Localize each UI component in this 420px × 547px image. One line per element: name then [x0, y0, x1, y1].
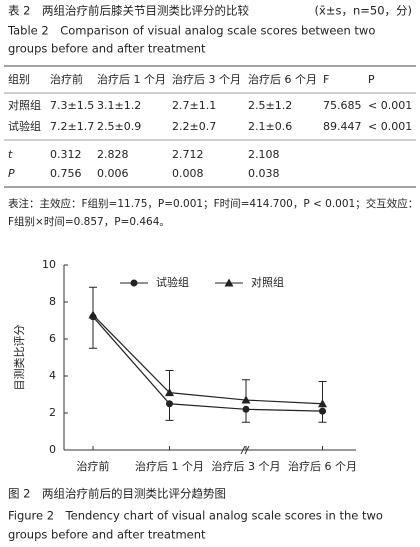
table-cell: 2.2±0.7	[172, 120, 216, 133]
point	[88, 310, 98, 319]
footnote: 表注：主效应：F组别=11.75，P=0.001；F时间=414.700，P <…	[8, 197, 418, 210]
x-tick-label: 治疗后 1 个月	[135, 459, 204, 473]
table-cell: 0.038	[248, 167, 280, 180]
line	[92, 314, 323, 405]
table-cell: t	[8, 148, 13, 161]
table-cell: 2.712	[172, 148, 204, 161]
table-cell: 0.008	[172, 167, 204, 180]
table-header: 治疗后 3 个月	[172, 72, 241, 86]
table-cell: 2.828	[97, 148, 129, 161]
figure-title: 图 2 两组治疗前后的目测类比评分趋势图	[8, 487, 226, 501]
table-cell: 2.5±1.2	[248, 99, 292, 112]
table-cell: 89.447	[323, 120, 362, 133]
y-tick-label: 4	[49, 369, 56, 382]
table-title-en: Table 2 Comparison of visual analog scal…	[7, 24, 375, 38]
table-cell: 0.006	[97, 167, 129, 180]
axis-break	[244, 445, 250, 455]
x-tick-label: 治疗后 3 个月	[212, 459, 281, 473]
point	[319, 407, 326, 415]
table-title: 表 2 两组治疗前后膝关节目测类比评分的比较	[8, 4, 249, 18]
table-title-en: groups before and after treatment	[8, 42, 206, 56]
point	[318, 399, 327, 408]
footnote: F组别×时间=0.857，P=0.464。	[8, 215, 170, 228]
y-axis-label: 目测类比评分	[12, 325, 26, 391]
table-cell: 2.1±0.6	[248, 120, 292, 133]
y-tick-label: 0	[49, 443, 56, 456]
y-tick-label: 6	[49, 332, 56, 345]
table-header: P	[368, 73, 375, 86]
legend-label: 试验组	[156, 275, 189, 289]
table-cell: 75.685	[323, 99, 362, 112]
table-header: 组别	[8, 72, 30, 86]
table-cell: 0.756	[50, 167, 82, 180]
point	[241, 395, 251, 404]
point	[165, 388, 174, 397]
table-cell: 0.312	[50, 148, 82, 161]
table-cell: 2.5±0.9	[97, 120, 141, 133]
table-cell: 7.3±1.5	[50, 99, 94, 112]
legend-marker	[224, 278, 234, 287]
table-header: F	[323, 73, 329, 86]
table-note: (x̄±s，n=50，分)	[315, 4, 412, 18]
y-tick-label: 8	[49, 295, 56, 308]
table-cell: 3.1±1.2	[97, 99, 141, 112]
axis-break	[240, 445, 246, 455]
table-cell: < 0.001	[368, 99, 412, 112]
table-cell: 对照组	[8, 98, 41, 112]
figure-title-en: Figure 2 Tendency chart of visual analog…	[8, 509, 383, 523]
table-cell: 2.7±1.1	[172, 99, 216, 112]
point	[242, 405, 250, 413]
error-bar	[89, 286, 97, 315]
x-tick-label: 治疗后 6 个月	[288, 459, 357, 473]
table-cell: 试验组	[8, 119, 41, 133]
x-tick-label: 治疗前	[77, 459, 110, 473]
legend-marker	[130, 279, 138, 287]
table-cell: 7.2±1.7	[50, 120, 94, 133]
table-header: 治疗后 6 个月	[248, 72, 317, 86]
table-header: 治疗前	[50, 72, 83, 86]
table-cell: P	[8, 167, 15, 180]
table-header: 治疗后 1 个月	[97, 72, 166, 86]
y-tick-label: 10	[42, 258, 56, 271]
figure-title-en: groups before and after treatment	[8, 528, 206, 542]
error-bar	[89, 316, 97, 349]
point	[166, 400, 173, 408]
table-cell: < 0.001	[368, 120, 412, 133]
line	[92, 316, 323, 412]
table-cell: 2.108	[248, 148, 280, 161]
legend-label: 对照组	[251, 275, 284, 289]
y-tick-label: 2	[49, 406, 56, 419]
